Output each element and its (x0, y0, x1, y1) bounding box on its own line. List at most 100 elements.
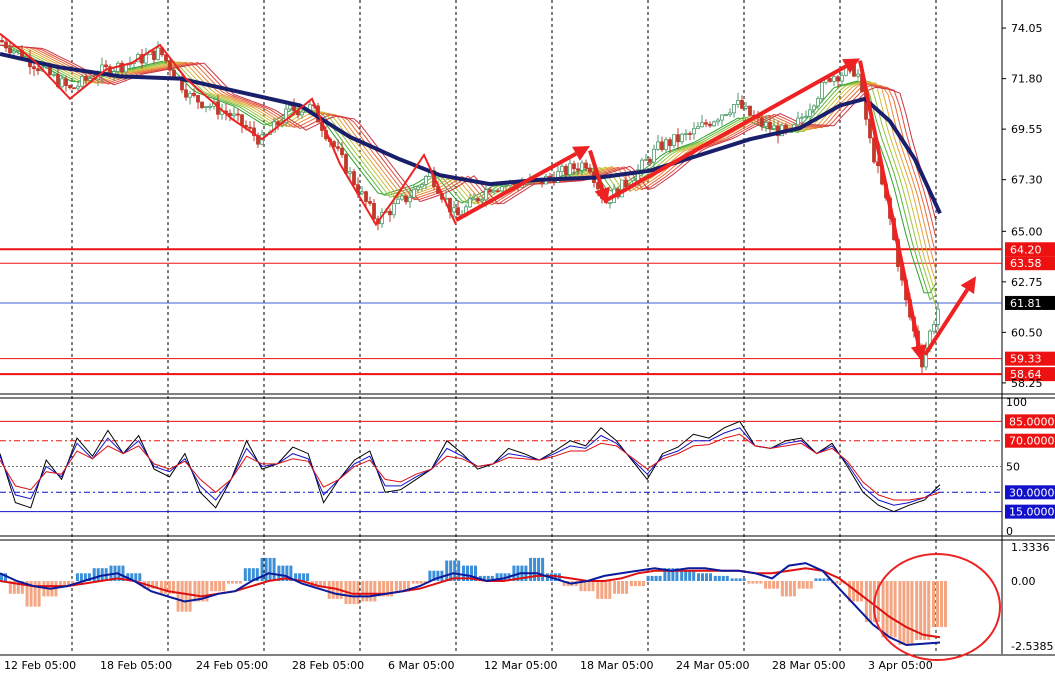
candle-body (704, 122, 708, 125)
candle-body (200, 101, 204, 108)
macd-histogram-bar (306, 573, 310, 581)
macd-histogram-bar (730, 578, 734, 581)
macd-histogram-bar (591, 581, 595, 592)
macd-histogram-bar (167, 581, 171, 594)
macd-histogram-bar (214, 581, 218, 592)
candle-body (192, 92, 196, 96)
candle-body (368, 201, 372, 204)
macd-histogram-bar (79, 573, 83, 581)
candle-body (364, 191, 368, 202)
price-axis-label: 74.05 (1011, 22, 1043, 35)
candle-body (796, 117, 800, 126)
candle-body (8, 47, 12, 54)
candle-body (168, 60, 172, 71)
stoch-level-label: 85.0000 (1009, 415, 1055, 428)
macd-histogram-bar (725, 575, 729, 581)
candle-body (456, 207, 460, 216)
macd-histogram-bar (322, 581, 326, 587)
macd-histogram-bar (822, 578, 826, 581)
fast-ma-line (0, 44, 937, 307)
candle-body (712, 121, 716, 127)
macd-histogram-bar (352, 581, 356, 605)
macd-histogram-bar (541, 557, 545, 581)
macd-histogram-bar (663, 568, 667, 581)
price-axis-label: 60.50 (1011, 326, 1043, 339)
candle-body (620, 179, 624, 198)
macd-histogram-bar (394, 581, 398, 592)
macd-histogram-bar (369, 581, 373, 602)
macd-histogram-bar (742, 578, 746, 581)
macd-histogram-bar (751, 581, 755, 584)
price-level-label: 58.64 (1010, 368, 1042, 381)
candle-body (648, 159, 652, 163)
macd-histogram-bar (814, 578, 818, 581)
candle-body (404, 195, 408, 203)
stoch-level-label: 30.0000 (1009, 486, 1055, 499)
macd-histogram-bar (701, 573, 704, 581)
macd-histogram-bar (667, 568, 671, 581)
macd-histogram-bar (201, 581, 205, 602)
stoch-axis-label: 50 (1006, 461, 1020, 474)
trend-arrow-head (910, 344, 927, 362)
candle-body (804, 115, 808, 118)
macd-histogram-bar (268, 557, 272, 581)
stoch-axis-label: 100 (1006, 396, 1027, 409)
candle-body (932, 324, 936, 332)
macd-histogram-bar (470, 565, 473, 581)
stochastic-panel: 85.0000 70.0000 30.0000 15.0000 (0, 414, 1055, 519)
macd-histogram-bar (738, 578, 742, 581)
candle-body (60, 78, 64, 88)
candle-body (580, 162, 584, 171)
macd-histogram-bar (713, 575, 717, 581)
macd-histogram-bar (314, 581, 318, 587)
candle-body (584, 162, 588, 169)
macd-histogram-bar (734, 578, 738, 581)
macd-histogram-bar (87, 573, 91, 581)
macd-histogram-bar (171, 581, 175, 594)
trend-arrow-head (960, 276, 976, 294)
macd-histogram-bar (176, 581, 180, 612)
macd-histogram-bar (411, 581, 415, 584)
macd-histogram-bar (617, 581, 621, 594)
macd-histogram-bar (697, 573, 700, 581)
candle-body (740, 100, 744, 109)
candles-layer (0, 36, 940, 375)
candle-body (424, 176, 428, 185)
macd-histogram-bar (398, 581, 402, 592)
macd-histogram-bar (932, 581, 935, 628)
candle-body (728, 112, 732, 115)
macd-histogram-bar (264, 557, 268, 581)
candle-body (188, 92, 192, 98)
macd-histogram-bar (75, 573, 79, 581)
macd-histogram-bar (792, 581, 796, 597)
candle-body (352, 171, 356, 186)
candle-body (836, 76, 840, 82)
macd-histogram-bar (764, 581, 768, 589)
stoch-level-tag (1005, 433, 1055, 448)
price-axis-label: 69.55 (1011, 123, 1043, 136)
macd-histogram-bar (848, 581, 852, 602)
macd-histogram-bar (462, 565, 465, 581)
candle-body (856, 73, 860, 77)
macd-histogram-bar (637, 581, 641, 587)
candle-body (88, 78, 92, 81)
candle-body (652, 148, 656, 163)
trend-arrow-shaft (858, 60, 921, 347)
candle-body (152, 50, 156, 60)
macd-histogram-bar (613, 581, 617, 594)
macd-histogram-bar (92, 568, 96, 581)
stoch-level-tag (1005, 485, 1055, 500)
candle-body (16, 50, 20, 52)
candle-body (692, 128, 696, 135)
price-level-tag (1005, 242, 1055, 257)
macd-histogram-bar (188, 581, 192, 612)
macd-histogram-bar (222, 581, 226, 592)
candle-body (656, 141, 660, 150)
macd-histogram-bar (151, 581, 155, 589)
macd-histogram-bar (8, 581, 12, 594)
macd-histogram-bar (63, 581, 67, 587)
candle-body (492, 190, 496, 193)
macd-histogram-bar (218, 581, 222, 592)
